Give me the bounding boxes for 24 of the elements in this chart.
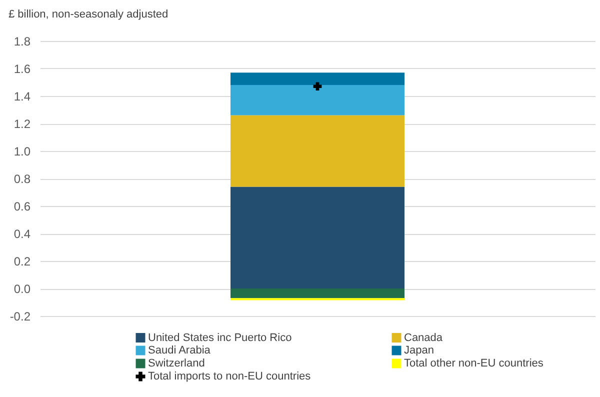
y-tick-label: 0.0	[14, 282, 31, 296]
y-tick-label: 0.2	[14, 254, 31, 268]
bar	[230, 72, 404, 85]
y-tick-label: 0.8	[14, 172, 31, 186]
y-tick-label: 1.4	[14, 90, 31, 104]
legend-label: Switzerland	[148, 358, 205, 370]
bar	[230, 288, 404, 298]
bar	[230, 115, 404, 187]
y-tick-label: 1.6	[14, 62, 31, 76]
legend-label: Japan	[404, 344, 434, 356]
y-tick-label: 0.6	[14, 200, 31, 214]
y-tick-label: 0.4	[14, 227, 31, 241]
y-tick-label: 1.2	[14, 117, 31, 131]
bar	[230, 85, 404, 116]
legend-label: Total imports to non-EU countries	[148, 370, 312, 382]
y-axis-title: £ billion, non-seasonaly adjusted	[8, 8, 168, 20]
legend-label: Total other non-EU countries	[404, 358, 544, 370]
y-tick-label: 1.0	[14, 144, 31, 158]
y-tick-label: 1.8	[14, 34, 31, 48]
legend-label: Canada	[404, 332, 444, 344]
bar	[230, 186, 404, 288]
y-tick-label: -0.2	[10, 310, 31, 324]
legend-label: United States inc Puerto Rico	[148, 332, 292, 344]
legend-label: Saudi Arabia	[148, 344, 212, 356]
